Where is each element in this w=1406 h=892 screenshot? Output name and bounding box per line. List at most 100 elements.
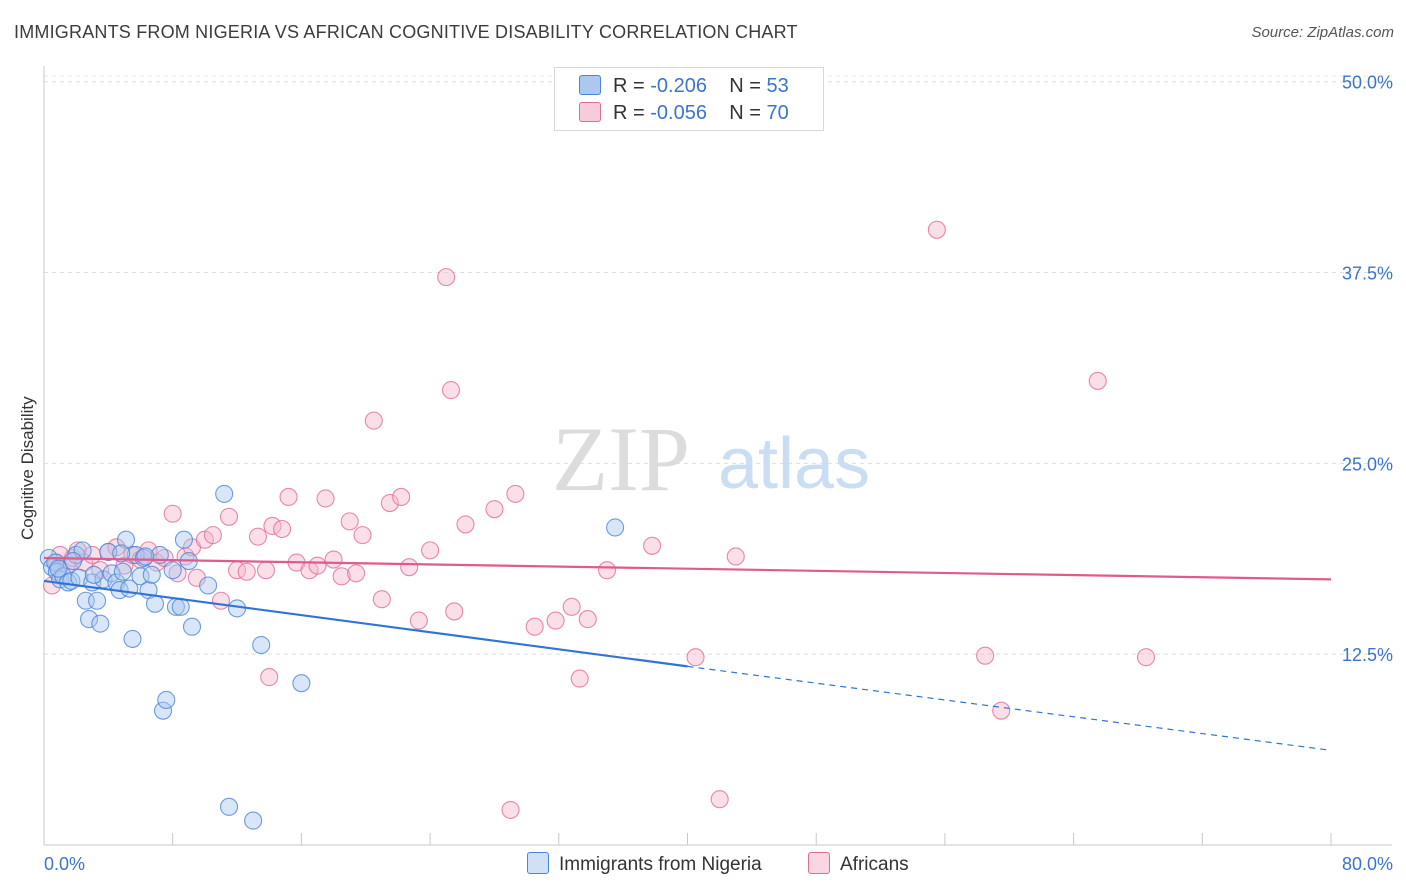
legend-n-value: 70 [766, 102, 789, 124]
africans-point [501, 800, 520, 819]
pink-swatch-icon [579, 102, 601, 122]
legend-r-label: R = [613, 102, 651, 124]
africans-point [1136, 648, 1156, 667]
africans-point [400, 558, 419, 577]
watermark-atlas: atlas [718, 424, 870, 504]
africans-point [686, 648, 705, 667]
africans-point [248, 527, 268, 546]
source-label: Source: ZipAtlas.com [1251, 24, 1394, 41]
legend-item-africans[interactable]: Africans [808, 852, 909, 876]
africans-point [392, 487, 411, 507]
africans-point [992, 701, 1011, 720]
africans-point [525, 617, 544, 636]
africans-point [308, 556, 327, 575]
africans-point [163, 504, 182, 523]
africans-point [263, 516, 282, 536]
africans-point [598, 561, 617, 580]
blue-swatch-icon [579, 75, 601, 95]
nigeria-point [112, 544, 131, 563]
x-tick-label: 0.0% [44, 854, 85, 874]
nigeria-point [113, 562, 132, 581]
africans-point [976, 646, 995, 665]
africans-point [372, 590, 391, 609]
africans-point [203, 526, 222, 545]
africans-point [927, 220, 946, 239]
africans-trend-line [43, 556, 1332, 581]
nigeria-trend-line [43, 579, 688, 668]
nigeria-point [145, 594, 165, 613]
y-tick-label: 25.0% [1342, 454, 1393, 474]
nigeria-point [219, 797, 239, 816]
legend-n-label: N = [729, 102, 767, 124]
legend-r-label: R = [613, 75, 651, 97]
africans-point [353, 526, 372, 545]
nigeria-point [88, 591, 107, 610]
africans-point [562, 597, 581, 616]
africans-point [578, 610, 597, 629]
nigeria-trend-extension [687, 665, 1332, 751]
nigeria-point [84, 565, 103, 584]
nigeria-point [91, 614, 110, 633]
y-tick-label: 50.0% [1342, 73, 1393, 93]
y-tick-label: 37.5% [1342, 264, 1393, 284]
legend-row-nigeria: R = -0.206 N = 53 [579, 75, 789, 98]
y-axis-label: Cognitive Disability [18, 396, 37, 540]
nigeria-point [153, 701, 173, 720]
legend-item-nigeria[interactable]: Immigrants from Nigeria [527, 852, 762, 876]
africans-point [643, 536, 662, 555]
nigeria-point [157, 690, 176, 710]
nigeria-point [102, 564, 121, 583]
nigeria-point [116, 530, 136, 549]
legend-item-label: Immigrants from Nigeria [559, 854, 762, 875]
nigeria-point [163, 561, 182, 580]
nigeria-point [49, 559, 68, 578]
africans-point [421, 541, 440, 560]
nigeria-point [252, 635, 271, 655]
nigeria-point [292, 674, 311, 693]
africans-point [445, 602, 464, 621]
axes [43, 66, 1392, 846]
africans-point [570, 669, 589, 688]
blue-swatch-icon [527, 852, 549, 874]
nigeria-point [244, 811, 263, 830]
africans-point [237, 562, 256, 581]
africans-point [546, 611, 565, 630]
x-tick-label: 80.0% [1342, 854, 1393, 874]
nigeria-point [174, 530, 194, 549]
africans-point [437, 268, 456, 287]
africans-point [324, 550, 343, 569]
africans-point [364, 411, 383, 430]
africans-point [1088, 371, 1107, 390]
africans-point [485, 500, 504, 519]
africans-point [279, 487, 298, 507]
africans-point [316, 489, 335, 508]
series-legend: Immigrants from Nigeria Africans [0, 852, 1406, 878]
africans-point [211, 591, 231, 610]
nigeria-point [123, 629, 142, 648]
legend-row-africans: R = -0.056 N = 70 [579, 102, 789, 125]
africans-point [347, 564, 366, 583]
pink-swatch-icon [808, 852, 830, 874]
africans-point [168, 564, 187, 583]
africans-point [380, 494, 399, 513]
legend-n-label: N = [729, 75, 767, 97]
africans-point [506, 484, 525, 503]
africans-point [332, 567, 351, 586]
africans-point [340, 512, 359, 531]
trend-lines [43, 556, 1332, 751]
data-points [39, 220, 1156, 830]
legend-n-value: 53 [766, 75, 789, 97]
africans-point [260, 668, 279, 687]
watermark-zip: ZIP [552, 408, 690, 510]
africans-point [219, 507, 239, 526]
africans-point [726, 547, 745, 566]
nigeria-point [79, 610, 99, 629]
tick-labels: 12.5% 25.0% 37.5% 50.0% 0.0% 80.0% [44, 73, 1393, 874]
nigeria-point [142, 565, 161, 584]
africans-point [273, 519, 292, 539]
y-tick-label: 12.5% [1342, 645, 1393, 665]
nigeria-point [215, 484, 234, 503]
nigeria-point [131, 567, 150, 586]
legend-item-label: Africans [840, 854, 909, 875]
